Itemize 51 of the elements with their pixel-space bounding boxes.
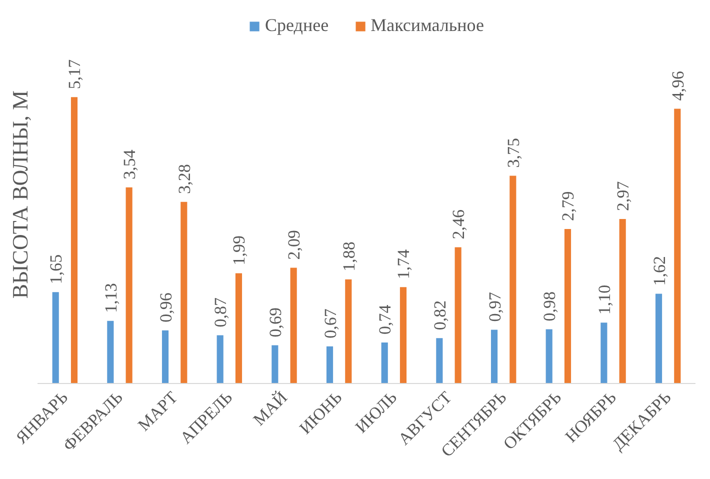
bar (674, 108, 681, 384)
bar (162, 330, 169, 384)
bar (381, 342, 388, 384)
data-label: 0,69 (266, 308, 285, 338)
data-label: 0,96 (156, 292, 176, 322)
bar (546, 329, 552, 384)
data-label: 0,87 (211, 297, 230, 328)
bar (70, 97, 78, 384)
bar (510, 176, 516, 384)
data-label: 0,98 (540, 291, 560, 322)
data-label: 4,96 (668, 71, 688, 101)
data-label: 2,79 (558, 191, 578, 221)
data-label: 0,74 (376, 304, 395, 335)
data-label: 1,10 (594, 284, 614, 315)
data-label: 1,88 (339, 242, 358, 272)
bar (326, 346, 334, 384)
bar (107, 320, 114, 384)
data-label: 5,17 (65, 58, 84, 90)
data-label: 2,09 (284, 230, 304, 260)
data-label: 0,67 (320, 308, 340, 338)
bar (600, 322, 608, 384)
data-label: 2,46 (449, 209, 468, 240)
data-label: 3,54 (120, 149, 140, 180)
bar (235, 273, 242, 384)
bar (436, 338, 443, 384)
bar (564, 228, 572, 384)
data-label: 2,97 (614, 180, 633, 211)
data-label: 1,74 (394, 248, 414, 280)
bar (180, 202, 188, 384)
data-label: 3,75 (504, 138, 523, 168)
legend-label: Среднее (265, 15, 329, 36)
bar (619, 218, 626, 384)
legend-label: Максимальное (370, 15, 484, 36)
bar (272, 345, 278, 384)
y-axis-title: ВЫСОТА ВОЛНЫ, М (8, 90, 32, 299)
data-label: 3,28 (174, 164, 194, 194)
data-label: 1,65 (46, 254, 66, 284)
bar (126, 187, 132, 384)
bar (655, 294, 662, 384)
data-label: 0,82 (430, 300, 450, 330)
bar (400, 287, 407, 384)
bar (290, 268, 297, 384)
data-label: 0,97 (485, 292, 504, 322)
bar (454, 247, 462, 384)
bar (490, 330, 498, 384)
data-label: 1,99 (230, 236, 249, 266)
bar (52, 292, 59, 384)
bar (345, 279, 352, 384)
data-label: 1,62 (650, 256, 669, 286)
bar (216, 335, 224, 384)
data-label: 1,13 (101, 283, 120, 313)
